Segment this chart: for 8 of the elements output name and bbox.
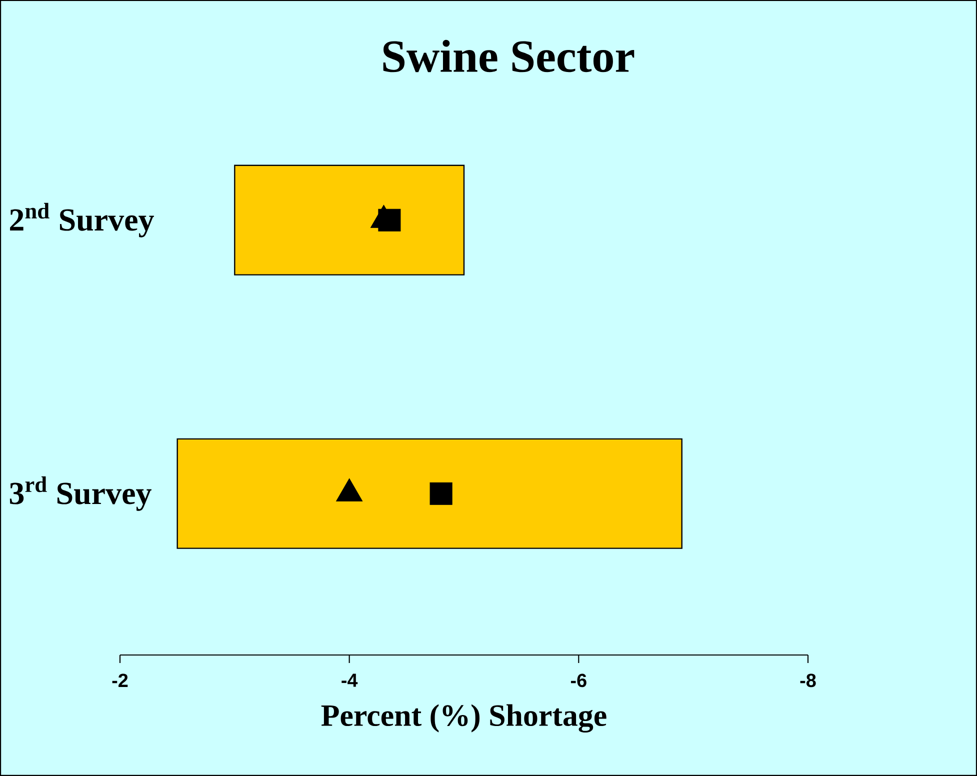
y-tick-label: 3$^{rd}$ Survey	[10, 476, 152, 511]
x-tick-label: -4	[342, 674, 358, 687]
chart-title: Swine Sector	[383, 40, 634, 72]
y-tick-label: 2$^{nd}$ Survey	[10, 202, 154, 238]
x-tick-label: -2	[112, 674, 128, 687]
x-tick-label: -6	[570, 674, 586, 688]
x-axis-title: Percent (%) Shortage	[321, 704, 606, 733]
x-tick-label: -8	[800, 674, 816, 688]
